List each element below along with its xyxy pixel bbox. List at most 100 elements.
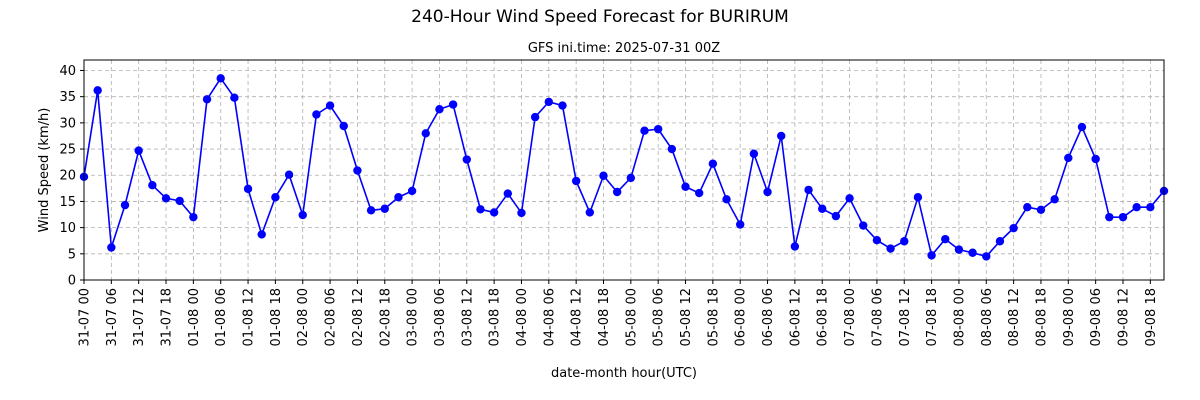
data-point xyxy=(831,211,841,221)
data-point xyxy=(859,221,868,230)
data-point xyxy=(722,195,731,204)
x-tick-label: 04-08 00 xyxy=(515,288,530,346)
data-point xyxy=(489,208,499,217)
data-point xyxy=(175,196,184,206)
x-tick-label: 06-08 12 xyxy=(788,288,803,346)
x-tick-label: 06-08 06 xyxy=(761,288,776,346)
y-axis: 0 5 10 15 20 25 30 35 40 xyxy=(59,64,84,289)
x-tick-label: 03-08 18 xyxy=(488,288,503,346)
x-tick-label: 07-08 12 xyxy=(898,288,913,346)
data-point xyxy=(694,188,704,198)
data-point xyxy=(134,146,143,155)
data-point xyxy=(599,171,608,180)
data-point xyxy=(640,126,649,135)
x-tick-label: 01-08 12 xyxy=(242,288,257,346)
data-point xyxy=(1023,202,1032,212)
y-tick-label: 20 xyxy=(59,169,76,184)
data-point xyxy=(585,208,595,217)
data-point xyxy=(612,187,622,197)
x-tick-label: 08-08 00 xyxy=(952,288,967,346)
chart-title: 240-Hour Wind Speed Forecast for BURIRUM xyxy=(411,7,789,27)
data-point xyxy=(394,193,403,202)
data-point xyxy=(120,200,130,210)
plot-frame xyxy=(83,59,1165,281)
series-line xyxy=(83,76,1165,258)
data-point xyxy=(476,205,485,214)
x-axis: 31-07 00 31-07 06 31-07 12 31-07 18 01-08 00… xyxy=(78,280,1159,346)
x-tick-label: 02-08 12 xyxy=(351,288,366,346)
data-point xyxy=(1105,212,1114,222)
x-tick-label: 01-08 06 xyxy=(214,288,229,346)
data-point xyxy=(927,251,936,260)
data-point xyxy=(325,101,335,110)
data-point xyxy=(872,235,882,245)
x-tick-label: 03-08 00 xyxy=(406,288,421,346)
data-point xyxy=(93,86,102,95)
data-point xyxy=(202,95,212,104)
x-axis-label: date-month hour(UTC) xyxy=(551,366,697,381)
data-point xyxy=(462,155,471,164)
data-point xyxy=(804,185,813,195)
x-tick-label: 08-08 18 xyxy=(1034,288,1049,346)
data-point xyxy=(886,244,895,253)
data-point xyxy=(448,100,458,109)
x-tick-label: 09-08 12 xyxy=(1116,288,1131,346)
data-point xyxy=(1036,205,1046,215)
y-tick-label: 15 xyxy=(59,195,76,210)
y-tick-label: 25 xyxy=(59,143,76,158)
y-axis-label: Wind Speed (km/h) xyxy=(37,108,52,233)
grid-lines xyxy=(83,60,1164,281)
data-point xyxy=(1118,212,1128,222)
x-tick-label: 02-08 00 xyxy=(296,288,311,346)
data-point xyxy=(435,105,444,114)
y-tick-label: 0 xyxy=(68,274,76,289)
y-tick-label: 35 xyxy=(59,90,76,105)
data-point xyxy=(954,245,964,254)
data-point xyxy=(667,144,677,154)
data-point xyxy=(503,189,512,198)
data-point xyxy=(995,237,1005,246)
x-tick-label: 06-08 18 xyxy=(816,288,831,346)
data-point xyxy=(530,112,540,122)
x-tick-label: 09-08 18 xyxy=(1144,288,1159,346)
x-tick-label: 05-08 06 xyxy=(652,288,667,346)
data-point xyxy=(1064,153,1073,163)
data-point xyxy=(968,248,977,257)
data-point xyxy=(818,204,827,213)
x-tick-label: 05-08 00 xyxy=(624,288,639,346)
x-tick-label: 07-08 00 xyxy=(843,288,858,346)
data-point xyxy=(339,121,348,131)
x-tick-label: 05-08 12 xyxy=(679,288,694,346)
x-tick-label: 07-08 06 xyxy=(870,288,885,346)
data-point xyxy=(708,159,718,168)
data-point xyxy=(230,93,239,102)
x-tick-label: 07-08 18 xyxy=(925,288,940,346)
data-point xyxy=(777,131,786,141)
data-point xyxy=(161,194,171,203)
data-points xyxy=(79,74,1169,261)
data-point xyxy=(626,173,636,183)
data-point xyxy=(941,234,950,244)
data-point xyxy=(845,194,854,203)
data-point xyxy=(107,243,116,252)
data-point xyxy=(1050,195,1059,204)
x-tick-label: 09-08 06 xyxy=(1089,288,1104,346)
data-point xyxy=(1009,223,1018,233)
data-point xyxy=(1146,202,1155,212)
x-tick-label: 01-08 18 xyxy=(269,288,284,346)
data-point xyxy=(763,187,772,197)
data-point xyxy=(913,193,923,202)
x-tick-label: 31-07 06 xyxy=(105,288,120,346)
x-tick-label: 09-08 00 xyxy=(1062,288,1077,346)
x-tick-label: 03-08 06 xyxy=(433,288,448,346)
x-tick-label: 04-08 18 xyxy=(597,288,612,346)
data-point xyxy=(312,110,321,119)
data-point xyxy=(517,208,526,218)
data-point xyxy=(1077,122,1087,132)
data-point xyxy=(982,252,991,261)
data-point xyxy=(681,182,690,191)
data-point xyxy=(571,176,581,186)
data-point xyxy=(380,204,389,213)
data-point xyxy=(284,170,294,179)
